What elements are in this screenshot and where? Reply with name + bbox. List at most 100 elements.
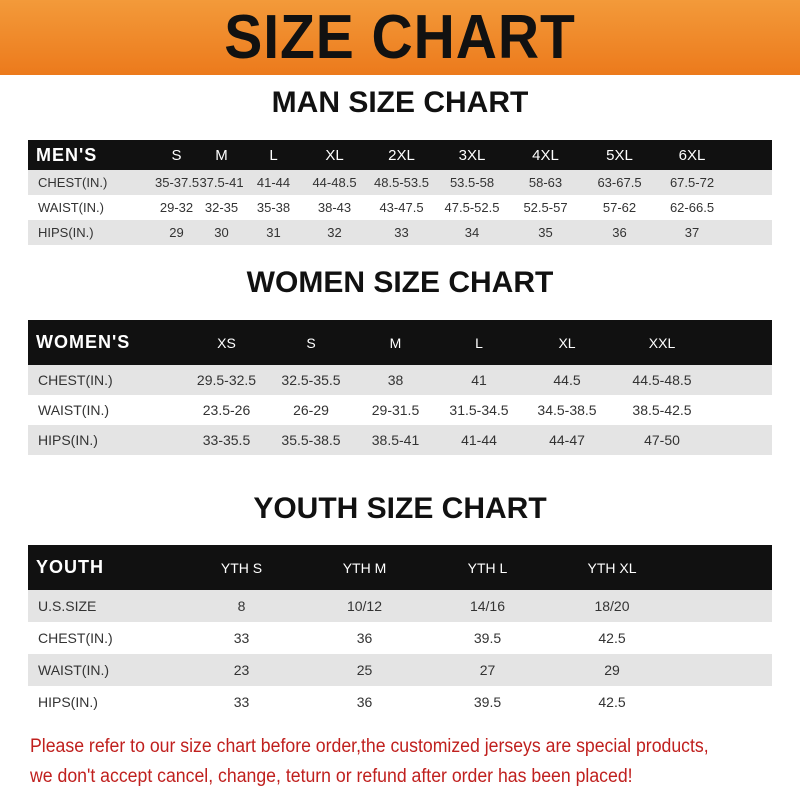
table-row: WAIST(IN.) 29-32 32-35 35-38 38-43 43-47.5 47.…	[28, 195, 772, 220]
table-row: WAIST(IN.) 23 25 27 29	[28, 654, 772, 686]
size-header: XL	[325, 146, 344, 164]
table-cell: 57-62	[602, 200, 637, 215]
size-header: XL	[558, 334, 576, 351]
table-cell: 35	[538, 225, 553, 240]
table-cell: 44-48.5	[312, 175, 357, 190]
table-cell: 30	[214, 225, 229, 240]
table-cell: 36	[356, 630, 373, 646]
table-cell: 29-32	[159, 200, 194, 215]
table-cell: 52.5-57	[523, 200, 568, 215]
notice-line-1: Please refer to our size chart before or…	[30, 736, 709, 757]
table-cell: 62-66.5	[669, 200, 715, 215]
size-header: XXL	[648, 334, 676, 351]
banner-title: SIZE CHART	[224, 3, 576, 72]
size-header: 3XL	[458, 146, 486, 164]
table-cell: 67.5-72	[669, 175, 715, 190]
table-row: CHEST(IN.) 35-37.5 37.5-41 41-44 44-48.5 48.5…	[28, 170, 772, 195]
size-header: YTH M	[342, 559, 387, 576]
table-cell: 14/16	[469, 598, 506, 614]
table-cell: 37	[684, 225, 700, 240]
table-cell: 27	[479, 662, 496, 678]
table-corner-label: WOMEN'S	[36, 332, 131, 352]
notice-line-2: we don't accept cancel, change, teturn o…	[30, 766, 633, 787]
table-cell: 23.5-26	[202, 402, 251, 418]
table-cell: 33	[233, 630, 250, 646]
size-header: YTH L	[467, 559, 508, 576]
row-label: HIPS(IN.)	[38, 694, 98, 710]
table-corner-label: MEN'S	[36, 144, 98, 165]
table-cell: 32.5-35.5	[281, 372, 341, 388]
table-cell: 44-47	[549, 432, 585, 448]
table-cell: 44.5-48.5	[632, 372, 692, 388]
table-cell: 44.5	[553, 372, 581, 388]
table-cell: 8	[237, 598, 246, 614]
women-section-title: WOMEN SIZE CHART	[246, 266, 554, 299]
table-cell: 38.5-41	[371, 432, 420, 448]
size-header: M	[215, 146, 228, 164]
row-label: WAIST(IN.)	[38, 200, 104, 215]
table-cell: 26-29	[293, 402, 329, 418]
row-label: CHEST(IN.)	[38, 372, 113, 388]
table-cell: 47.5-52.5	[444, 200, 500, 215]
table-cell: 36	[612, 225, 627, 240]
men-section-title: MAN SIZE CHART	[271, 86, 529, 119]
table-cell: 58-63	[528, 175, 563, 190]
table-cell: 48.5-53.5	[374, 175, 429, 190]
table-cell: 34.5-38.5	[537, 402, 597, 418]
table-cell: 23	[233, 662, 250, 678]
table-cell: 32	[327, 225, 342, 240]
table-cell: 18/20	[594, 598, 630, 614]
table-cell: 29.5-32.5	[196, 372, 257, 388]
table-cell: 41-44	[256, 175, 291, 190]
table-cell: 36	[356, 694, 373, 710]
men-size-table: MEN'S S M L XL 2XL 3XL 4XL 5XL 6XL CHEST(IN.) 35-37…	[28, 140, 772, 245]
table-cell: 38-43	[317, 200, 352, 215]
table-row: HIPS(IN.) 29 30 31 32 33 34 35 36 37	[28, 220, 772, 245]
size-header: M	[389, 334, 402, 351]
table-corner-label: YOUTH	[36, 557, 104, 577]
table-row: HIPS(IN.) 33 36 39.5 42.5	[28, 686, 772, 718]
table-cell: 43-47.5	[379, 200, 424, 215]
size-chart-banner: SIZE CHART	[0, 0, 800, 75]
table-cell: 38.5-42.5	[632, 402, 692, 418]
table-cell: 31.5-34.5	[449, 402, 509, 418]
table-cell: 41	[471, 372, 487, 388]
row-label: CHEST(IN.)	[38, 630, 113, 646]
table-cell: 31	[266, 225, 281, 240]
row-label: HIPS(IN.)	[38, 225, 94, 240]
order-notice: Please refer to our size chart before or…	[30, 732, 737, 792]
table-cell: 25	[356, 662, 373, 678]
table-cell: 47-50	[644, 432, 680, 448]
table-cell: 29	[604, 662, 620, 678]
table-row: WAIST(IN.) 23.5-26 26-29 29-31.5 31.5-34.5 34…	[28, 395, 772, 425]
table-cell: 33-35.5	[202, 432, 251, 448]
table-cell: 41-44	[461, 432, 497, 448]
row-label: HIPS(IN.)	[38, 432, 98, 448]
table-cell: 39.5	[473, 694, 502, 710]
table-cell: 63-67.5	[597, 175, 642, 190]
table-cell: 35-38	[256, 200, 291, 215]
header-row: WOMEN'S XS S M L XL XXL	[28, 320, 772, 365]
row-label: WAIST(IN.)	[38, 402, 110, 418]
size-header: 6XL	[678, 146, 706, 164]
table-cell: 32-35	[204, 200, 239, 215]
table-cell: 39.5	[473, 630, 502, 646]
youth-size-table: YOUTH YTH S YTH M YTH L YTH XL U.S.SIZE 8 10/12…	[28, 545, 772, 718]
size-header: YTH S	[220, 559, 263, 576]
table-cell: 29	[169, 225, 184, 240]
row-label: WAIST(IN.)	[38, 662, 110, 678]
women-size-table: WOMEN'S XS S M L XL XXL CHEST(IN.) 29.5-32.5 32.5…	[28, 320, 772, 455]
size-header: S	[171, 146, 182, 164]
table-row: U.S.SIZE 8 10/12 14/16 18/20	[28, 590, 772, 622]
row-label: U.S.SIZE	[38, 598, 97, 614]
table-cell: 42.5	[598, 694, 626, 710]
table-cell: 35-37.5	[155, 175, 200, 190]
table-cell: 33	[233, 694, 250, 710]
header-row: YOUTH YTH S YTH M YTH L YTH XL	[28, 545, 772, 590]
table-cell: 38	[387, 372, 404, 388]
size-header: L	[475, 334, 483, 351]
table-row: HIPS(IN.) 33-35.5 35.5-38.5 38.5-41 41-44 44-…	[28, 425, 772, 455]
size-header: 2XL	[388, 146, 415, 164]
table-cell: 37.5-41	[199, 175, 244, 190]
row-label: CHEST(IN.)	[38, 175, 108, 190]
